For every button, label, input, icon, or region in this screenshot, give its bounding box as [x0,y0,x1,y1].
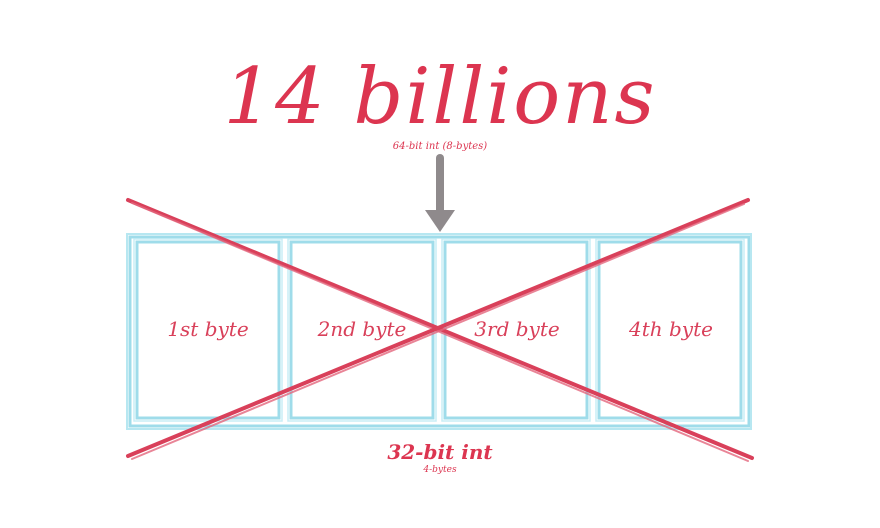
cross-out-mark [126,198,754,462]
byte-label-1: 1st byte [167,317,248,341]
int32-container [126,233,752,430]
byte-label-4: 4th byte [628,317,713,341]
byte-label-3: 3rd byte [474,317,559,341]
subtitle: 64-bit int (8-bytes) [392,141,488,152]
byte-cell-4 [595,238,745,422]
container-label: 32-bit int [387,440,493,464]
byte-label-2: 2nd byte [317,317,407,341]
down-arrow-icon [425,154,455,232]
title: 14 billions [223,52,657,142]
container-sublabel: 4-bytes [423,465,457,475]
